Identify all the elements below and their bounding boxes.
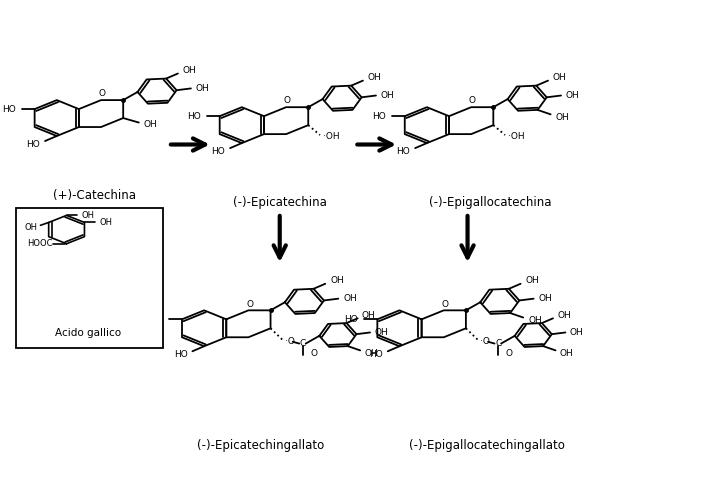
Text: OH: OH (553, 73, 567, 82)
Text: OH: OH (183, 66, 197, 75)
Text: O: O (99, 89, 106, 98)
Text: OH: OH (559, 349, 574, 358)
Text: ·O: ·O (480, 337, 491, 346)
Text: HO: HO (187, 112, 201, 120)
Text: HO: HO (27, 140, 40, 149)
Text: O: O (469, 97, 476, 106)
Text: OH: OH (343, 294, 357, 303)
Text: OH: OH (364, 349, 378, 358)
Text: (-)-Epigallocatechina: (-)-Epigallocatechina (429, 196, 551, 209)
Text: OH: OH (362, 311, 376, 320)
Text: OH: OH (555, 113, 569, 122)
Text: (-)-Epigallocatechingallato: (-)-Epigallocatechingallato (409, 439, 564, 453)
FancyBboxPatch shape (16, 208, 163, 348)
Text: HO: HO (345, 315, 358, 324)
Text: C: C (300, 339, 306, 348)
Text: HO: HO (397, 147, 411, 156)
Text: ·OH: ·OH (324, 132, 340, 141)
Text: OH: OH (144, 120, 157, 129)
Text: HO: HO (174, 350, 187, 359)
Text: OH: OH (557, 311, 571, 320)
Text: O: O (442, 300, 449, 309)
Text: OH: OH (566, 91, 580, 100)
Text: OH: OH (25, 223, 38, 232)
Text: OH: OH (368, 73, 382, 82)
Text: C: C (496, 339, 502, 348)
Text: OH: OH (374, 328, 388, 337)
Text: O: O (284, 97, 291, 106)
Text: (+)-Catechina: (+)-Catechina (53, 189, 136, 202)
Text: OH: OH (81, 211, 95, 220)
Text: HO: HO (149, 315, 163, 324)
Text: Acido gallico: Acido gallico (55, 328, 121, 338)
Text: (-)-Epicatechingallato: (-)-Epicatechingallato (197, 439, 324, 453)
Text: ·OH: ·OH (508, 132, 525, 141)
Text: OH: OH (528, 316, 542, 325)
Text: O: O (246, 300, 253, 309)
Text: O: O (310, 349, 317, 358)
Text: OH: OH (100, 218, 112, 227)
Text: HO: HO (211, 147, 225, 156)
Text: OH: OH (196, 84, 209, 93)
Text: OH: OH (330, 276, 344, 285)
Text: OH: OH (380, 91, 395, 100)
Text: OH: OH (569, 328, 583, 337)
Text: HO: HO (1, 105, 15, 114)
Text: OH: OH (538, 294, 552, 303)
Text: HOOC: HOOC (27, 239, 53, 248)
Text: ·O: ·O (285, 337, 295, 346)
Text: (-)-Epicatechina: (-)-Epicatechina (233, 196, 326, 209)
Text: OH: OH (525, 276, 539, 285)
Text: O: O (505, 349, 512, 358)
Text: HO: HO (369, 350, 383, 359)
Text: HO: HO (372, 112, 385, 120)
